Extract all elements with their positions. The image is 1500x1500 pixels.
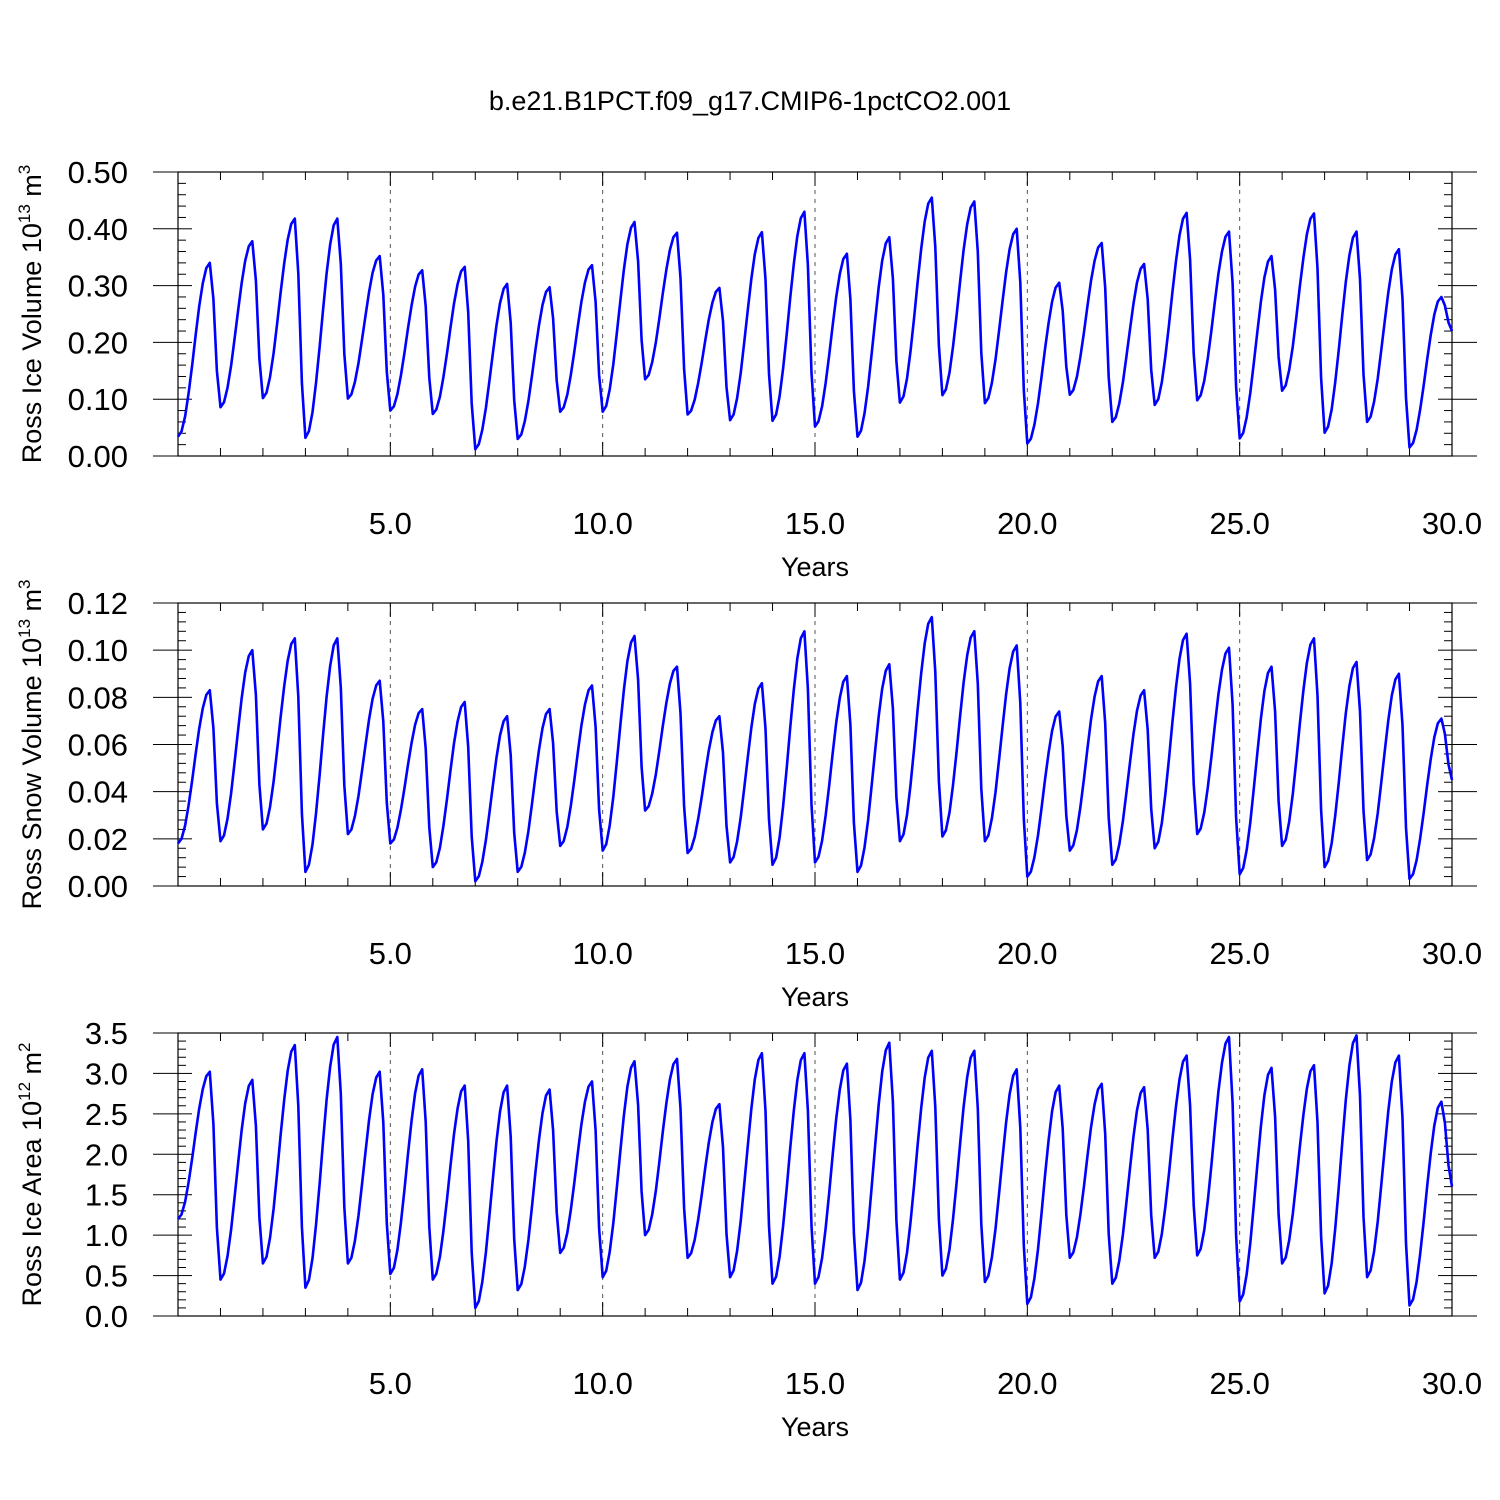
y-tick-label: 2.0 — [85, 1137, 128, 1172]
x-tick-label: 25.0 — [1209, 936, 1269, 971]
y-tick-label: 1.5 — [85, 1178, 128, 1213]
y-tick-label: 0.02 — [68, 822, 128, 857]
y-tick-label: 0.10 — [68, 633, 128, 668]
x-tick-label: 5.0 — [369, 1366, 412, 1401]
y-tick-label: 0.5 — [85, 1259, 128, 1294]
x-tick-label: 15.0 — [785, 936, 845, 971]
x-tick-label: 10.0 — [572, 506, 632, 541]
y-tick-label: 0.00 — [68, 439, 128, 474]
y-tick-label: 3.0 — [85, 1056, 128, 1091]
y-tick-label: 0.50 — [68, 155, 128, 190]
y-tick-label: 0.30 — [68, 269, 128, 304]
x-tick-label: 30.0 — [1422, 506, 1482, 541]
y-tick-label: 1.0 — [85, 1218, 128, 1253]
y-tick-label: 0.00 — [68, 869, 128, 904]
x-axis-label: Years — [781, 552, 849, 582]
x-tick-label: 30.0 — [1422, 1366, 1482, 1401]
x-tick-label: 5.0 — [369, 936, 412, 971]
series-line — [176, 1034, 1454, 1310]
series-line — [176, 196, 1454, 451]
y-tick-label: 2.5 — [85, 1097, 128, 1132]
y-axis-label: Ross Ice Area 1012 m2 — [15, 1042, 47, 1306]
y-tick-label: 0.12 — [68, 586, 128, 621]
x-tick-label: 5.0 — [369, 506, 412, 541]
x-tick-label: 10.0 — [572, 1366, 632, 1401]
x-tick-label: 15.0 — [785, 1366, 845, 1401]
x-tick-label: 25.0 — [1209, 506, 1269, 541]
y-tick-label: 0.04 — [68, 775, 128, 810]
y-tick-label: 0.08 — [68, 680, 128, 715]
panel-ice-volume: 0.00 0.10 0.20 0.30 0.40 0.50 5.0 10.0 15.0 20.0 2… — [15, 155, 1482, 582]
y-axis-label: Ross Snow Volume 1013 m3 — [15, 579, 47, 909]
y-axis-label: Ross Ice Volume 1013 m3 — [15, 165, 47, 464]
x-tick-label: 30.0 — [1422, 936, 1482, 971]
panel-ice-area: 0.0 0.5 1.0 1.5 2.0 2.5 3.0 3.5 5.0 10.0 15.0 20.0 2… — [15, 1016, 1482, 1442]
x-tick-label: 10.0 — [572, 936, 632, 971]
figure-title: b.e21.B1PCT.f09_g17.CMIP6-1pctCO2.001 — [489, 86, 1011, 116]
y-tick-label: 0.20 — [68, 325, 128, 360]
y-tick-label: 0.0 — [85, 1299, 128, 1334]
x-tick-label: 20.0 — [997, 1366, 1057, 1401]
x-tick-label: 20.0 — [997, 506, 1057, 541]
x-tick-label: 25.0 — [1209, 1366, 1269, 1401]
y-tick-label: 0.10 — [68, 382, 128, 417]
panel-snow-volume: 0.00 0.02 0.04 0.06 0.08 0.10 0.12 5.0 10.0 15.0 2… — [15, 579, 1482, 1012]
y-tick-label: 0.06 — [68, 728, 128, 763]
x-axis-label: Years — [781, 1412, 849, 1442]
y-tick-label: 3.5 — [85, 1016, 128, 1051]
y-tick-label: 0.40 — [68, 212, 128, 247]
x-axis-label: Years — [781, 982, 849, 1012]
series-line — [176, 615, 1454, 883]
x-tick-label: 20.0 — [997, 936, 1057, 971]
x-tick-label: 15.0 — [785, 506, 845, 541]
